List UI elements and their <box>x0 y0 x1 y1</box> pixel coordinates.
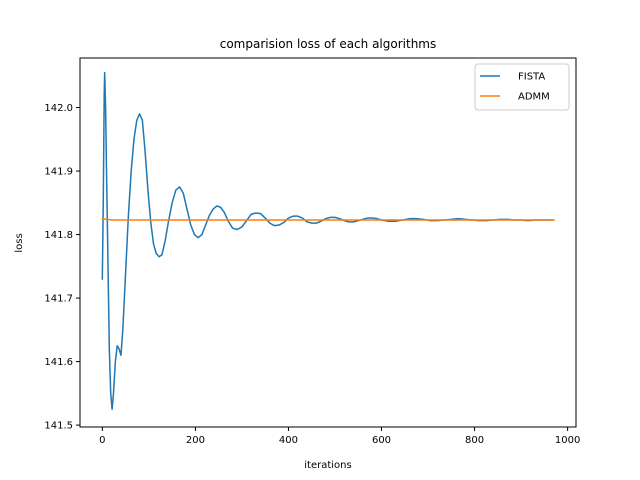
x-tick-label: 600 <box>372 435 391 446</box>
x-axis: 0 200 400 600 800 1000 <box>99 427 580 446</box>
y-tick-label: 141.8 <box>44 230 73 241</box>
chart-title: comparision loss of each algorithms <box>220 37 437 51</box>
y-axis: 141.5 141.6 141.7 141.8 141.9 142.0 <box>44 103 80 432</box>
legend-label-admm: ADMM <box>518 92 550 103</box>
y-tick-label: 141.9 <box>44 167 73 178</box>
series-line-admm <box>101 217 555 221</box>
y-tick-label: 141.7 <box>44 294 73 305</box>
plot-frame <box>79 57 577 428</box>
x-tick-label: 400 <box>279 435 298 446</box>
y-tick-label: 141.6 <box>44 357 73 368</box>
x-tick-label: 800 <box>465 435 484 446</box>
legend-items: FISTA ADMM <box>480 72 550 103</box>
legend: FISTA ADMM <box>474 63 570 111</box>
y-axis-label: loss <box>14 233 25 252</box>
series-layer <box>101 71 555 410</box>
y-tick-label: 142.0 <box>44 103 73 114</box>
x-tick-label: 0 <box>99 435 105 446</box>
legend-label-fista: FISTA <box>518 72 545 83</box>
y-tick-label: 141.5 <box>44 421 73 432</box>
series-line-fista <box>101 71 555 410</box>
x-tick-label: 1000 <box>555 435 580 446</box>
x-tick-label: 200 <box>186 435 205 446</box>
x-axis-label: iterations <box>304 460 351 471</box>
